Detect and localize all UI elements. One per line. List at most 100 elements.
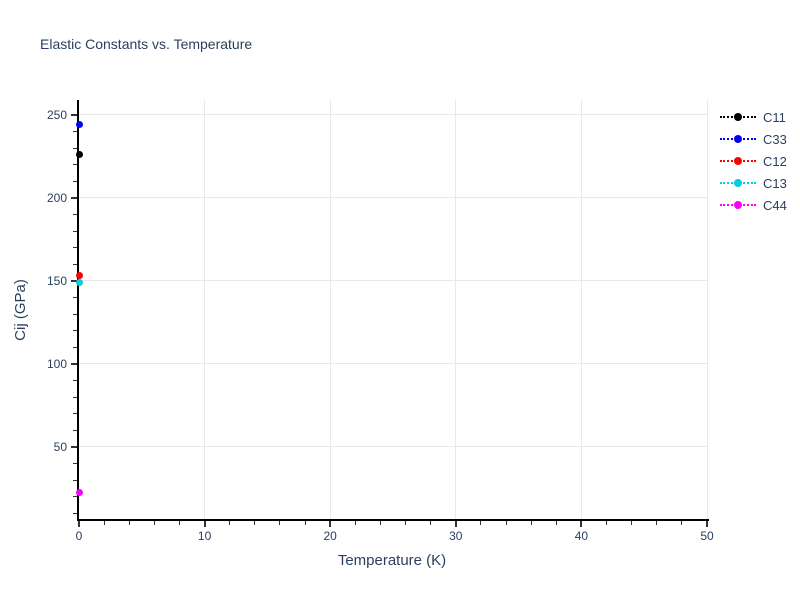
legend-item-c12[interactable]: C12 (720, 150, 787, 172)
marker-C11[interactable] (75, 151, 83, 159)
marker-C13[interactable] (75, 279, 83, 287)
x-minor-tick-18 (304, 521, 306, 525)
x-tick-label-50: 50 (700, 529, 714, 543)
gridline-x-20 (329, 100, 331, 519)
marker-C12[interactable] (75, 272, 83, 280)
x-minor-tick-28 (430, 521, 432, 525)
gridline-y-200 (79, 197, 707, 199)
x-minor-tick-12 (229, 521, 231, 525)
y-minor-tick-70 (73, 413, 77, 415)
legend-item-c33[interactable]: C33 (720, 128, 787, 150)
y-minor-tick-210 (73, 180, 77, 182)
y-minor-tick-20 (73, 496, 77, 498)
y-minor-tick-240 (73, 131, 77, 133)
gridline-x-10 (204, 100, 206, 519)
x-axis-title: Temperature (K) (337, 552, 447, 569)
circle-marker-icon (734, 135, 742, 143)
chart-title: Elastic Constants vs. Temperature (40, 36, 253, 52)
gridline-y-150 (79, 280, 707, 282)
y-minor-tick-40 (73, 462, 77, 464)
x-tick-label-0: 0 (75, 529, 83, 543)
x-tick-30 (454, 521, 457, 527)
x-minor-tick-24 (379, 521, 381, 525)
circle-marker-icon (734, 157, 742, 165)
legend-label: C13 (763, 175, 787, 191)
circle-marker-icon (734, 179, 742, 187)
y-minor-tick-220 (73, 164, 77, 166)
marker-C44[interactable] (75, 488, 83, 496)
gridline-x-50 (706, 100, 708, 519)
legend-label: C44 (763, 197, 787, 213)
y-minor-tick-90 (73, 379, 77, 381)
x-minor-tick-42 (606, 521, 608, 525)
x-tick-10 (203, 521, 206, 527)
x-tick-label-20: 20 (323, 529, 337, 543)
legend-line-sample (720, 179, 756, 187)
legend-label: C11 (763, 109, 786, 125)
y-tick-200 (71, 196, 77, 199)
circle-marker-icon (734, 113, 742, 121)
y-tick-label-200: 200 (46, 190, 67, 205)
legend-item-c44[interactable]: C44 (720, 194, 787, 216)
y-tick-100 (71, 362, 77, 365)
legend-item-c13[interactable]: C13 (720, 172, 787, 194)
y-minor-tick-110 (73, 346, 77, 348)
y-minor-tick-80 (73, 396, 77, 398)
x-tick-50 (706, 521, 708, 527)
y-tick-150 (71, 279, 77, 282)
x-minor-tick-16 (279, 521, 281, 525)
x-minor-tick-34 (505, 521, 507, 525)
legend-line-sample (720, 113, 756, 121)
x-minor-tick-38 (555, 521, 557, 525)
y-minor-tick-60 (73, 429, 77, 431)
legend-line-sample (720, 201, 756, 209)
y-minor-tick-190 (73, 213, 77, 215)
x-tick-label-10: 10 (197, 529, 212, 543)
y-minor-tick-10 (73, 512, 77, 514)
y-minor-tick-170 (73, 247, 77, 249)
y-tick-label-100: 100 (46, 356, 67, 371)
circle-marker-icon (734, 201, 742, 209)
plot-area[interactable] (79, 100, 707, 519)
y-minor-tick-120 (73, 330, 77, 332)
x-minor-tick-8 (178, 521, 180, 525)
x-minor-tick-6 (153, 521, 155, 525)
y-minor-tick-130 (73, 313, 77, 315)
y-axis-line (77, 100, 79, 521)
x-tick-0 (78, 521, 80, 527)
x-minor-tick-22 (354, 521, 356, 525)
x-minor-tick-36 (530, 521, 532, 525)
legend-line-sample (720, 135, 756, 143)
x-tick-label-40: 40 (574, 529, 589, 543)
x-axis-line (77, 519, 709, 521)
x-tick-20 (329, 521, 332, 527)
legend-label: C12 (763, 153, 787, 169)
x-minor-tick-4 (128, 521, 130, 525)
y-minor-tick-30 (73, 479, 77, 481)
y-tick-label-50: 50 (53, 439, 67, 454)
y-minor-tick-180 (73, 230, 77, 232)
y-tick-250 (71, 113, 77, 116)
gridline-x-30 (455, 100, 457, 519)
gridline-y-50 (79, 446, 707, 448)
x-minor-tick-14 (254, 521, 256, 525)
gridline-x-40 (580, 100, 582, 519)
legend: C11 C33 C12 C13 (720, 106, 787, 216)
legend-label: C33 (763, 131, 787, 147)
x-minor-tick-48 (681, 521, 683, 525)
x-minor-tick-46 (656, 521, 658, 525)
legend-line-sample (720, 157, 756, 165)
x-minor-tick-44 (631, 521, 633, 525)
gridline-y-250 (79, 114, 707, 116)
marker-C33[interactable] (75, 120, 83, 128)
y-tick-50 (71, 445, 77, 448)
y-minor-tick-140 (73, 296, 77, 298)
legend-item-c11[interactable]: C11 (720, 106, 787, 128)
y-minor-tick-230 (73, 147, 77, 149)
x-minor-tick-26 (405, 521, 407, 525)
x-minor-tick-32 (480, 521, 482, 525)
x-tick-40 (580, 521, 583, 527)
y-tick-label-150: 150 (46, 273, 67, 288)
y-axis-title: Cij (GPa) (12, 279, 29, 341)
